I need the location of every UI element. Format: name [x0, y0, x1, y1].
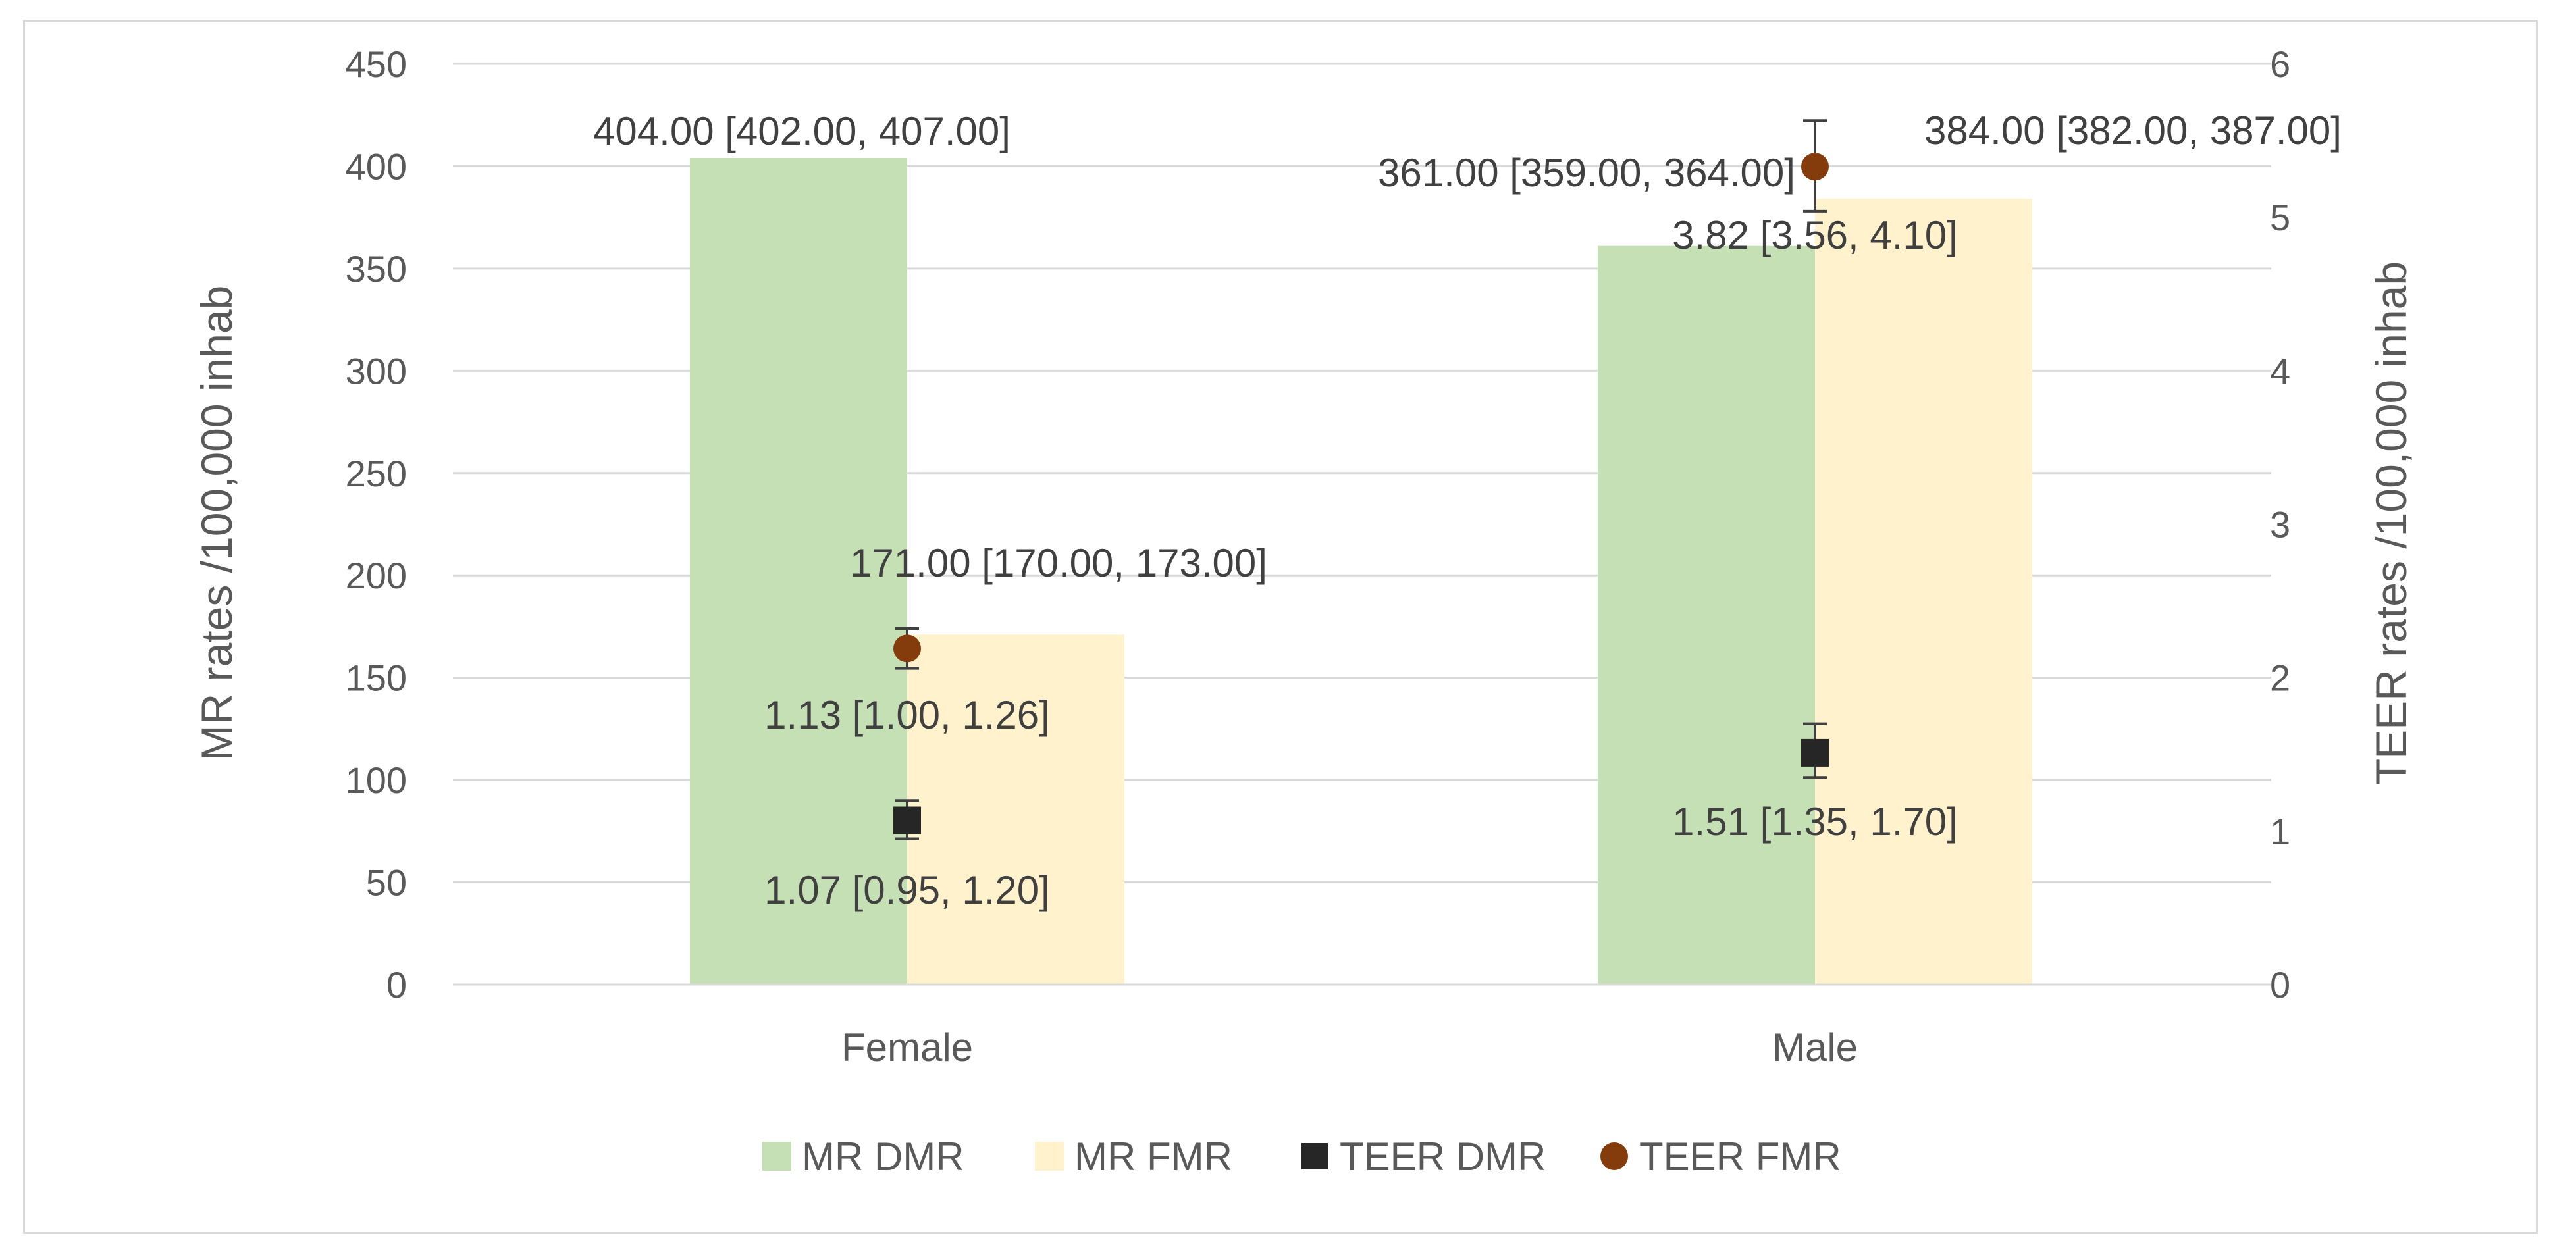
left-tick-label: 350 [346, 248, 407, 290]
left-tick-label: 200 [346, 555, 407, 596]
left-tick-label: 450 [346, 43, 407, 85]
right-axis-ticks: 0 1 2 3 4 5 6 [2270, 43, 2290, 1006]
teer-dmr-legend-swatch [1301, 1143, 1328, 1169]
teer-fmr-marker [1801, 153, 1829, 181]
data-label: 404.00 [402.00, 407.00] [593, 109, 1011, 153]
teer-fmr-legend-swatch [1600, 1142, 1628, 1170]
data-label: 1.51 [1.35, 1.70] [1672, 800, 1958, 844]
data-label: 361.00 [359.00, 364.00] [1378, 151, 1795, 195]
right-tick-label: 6 [2270, 43, 2290, 85]
teer-fmr-marker [893, 634, 921, 663]
teer-dmr-marker [1801, 738, 1829, 767]
category-labels: Female Male [841, 1025, 1858, 1069]
legend: MR DMR MR FMR TEER DMR TEER FMR [762, 1135, 1841, 1179]
teer-dmr-marker [893, 806, 921, 834]
markers [893, 119, 1829, 840]
data-labels: 404.00 [402.00, 407.00] 361.00 [359.00, 3… [593, 109, 2342, 912]
mr-dmr-legend-swatch [762, 1142, 791, 1171]
data-label: 1.07 [0.95, 1.20] [764, 868, 1050, 912]
right-axis-title: TEER rates /100,000 inhab [2367, 261, 2415, 785]
right-tick-label: 3 [2270, 504, 2290, 546]
data-label: 384.00 [382.00, 387.00] [1924, 109, 2342, 153]
data-label: 3.82 [3.56, 4.10] [1672, 213, 1958, 257]
bars [690, 158, 2032, 985]
teer-fmr-legend-label: TEER FMR [1639, 1135, 1841, 1179]
mr-fmr-bar [1815, 199, 2032, 985]
data-label: 1.13 [1.00, 1.26] [764, 693, 1050, 737]
right-tick-label: 4 [2270, 350, 2290, 392]
category-label: Male [1772, 1025, 1858, 1069]
left-axis-title: MR rates /100,000 inhab [192, 286, 241, 761]
data-label: 171.00 [170.00, 173.00] [850, 541, 1267, 585]
mr-fmr-bar [907, 634, 1124, 985]
right-tick-label: 5 [2270, 197, 2290, 238]
chart-frame [23, 20, 2538, 1234]
category-label: Female [841, 1025, 973, 1069]
mr-dmr-bar [690, 158, 907, 985]
teer-dmr-legend-label: TEER DMR [1340, 1135, 1546, 1179]
left-tick-label: 250 [346, 453, 407, 494]
left-tick-label: 50 [366, 862, 407, 904]
mr-dmr-legend-label: MR DMR [802, 1135, 964, 1179]
mr-fmr-legend-label: MR FMR [1074, 1135, 1232, 1179]
right-tick-label: 1 [2270, 811, 2290, 852]
mr-fmr-legend-swatch [1035, 1142, 1064, 1171]
left-tick-label: 150 [346, 657, 407, 699]
left-tick-label: 100 [346, 759, 407, 801]
left-tick-label: 0 [386, 964, 407, 1006]
left-tick-label: 300 [346, 350, 407, 392]
left-axis-ticks: 0 50 100 150 200 250 300 350 400 450 [346, 43, 407, 1006]
right-tick-label: 0 [2270, 964, 2290, 1006]
left-tick-label: 400 [346, 145, 407, 187]
mr-dmr-bar [1598, 245, 1815, 985]
right-tick-label: 2 [2270, 657, 2290, 699]
